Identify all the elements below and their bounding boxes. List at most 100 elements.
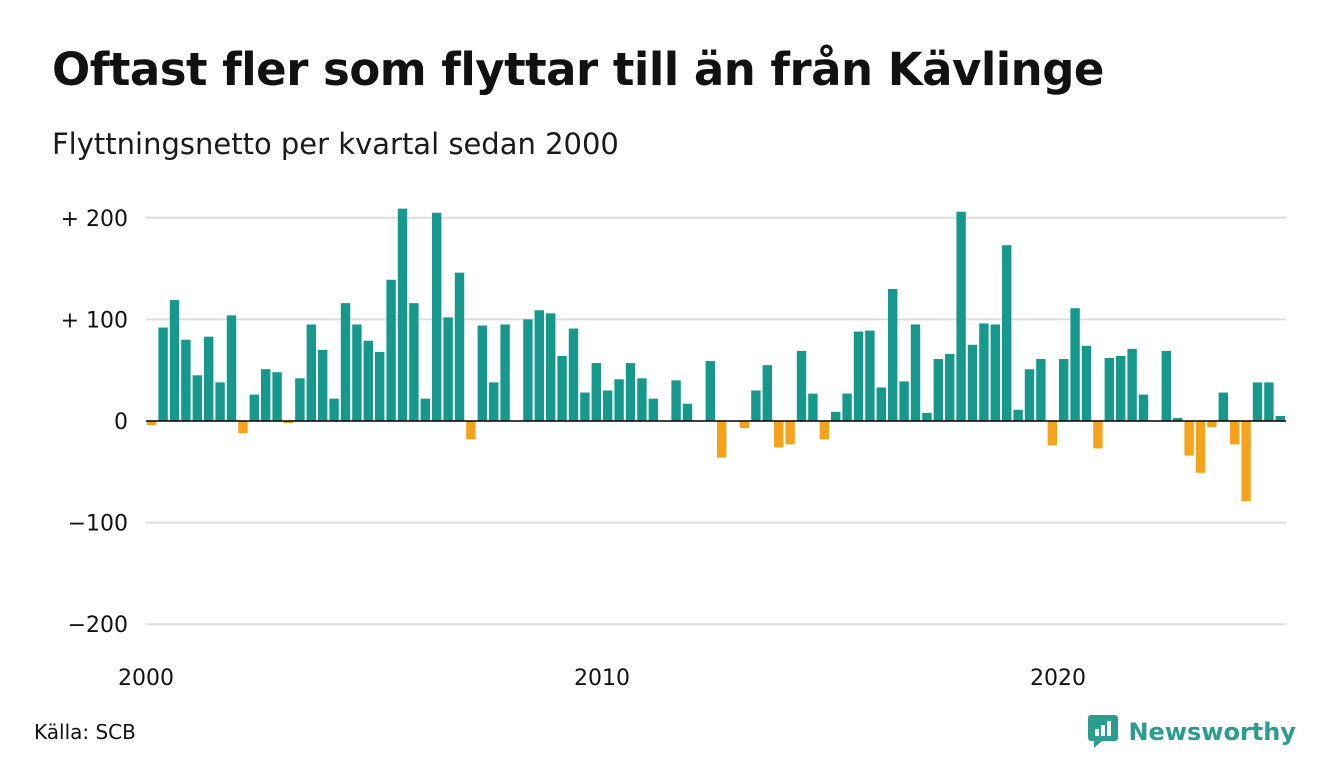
- bar: [432, 212, 442, 421]
- bar: [500, 324, 510, 421]
- x-tick-label: 2010: [574, 666, 630, 691]
- bar: [489, 382, 499, 421]
- bar: [739, 421, 750, 429]
- bar: [1207, 421, 1217, 428]
- bar: [375, 351, 385, 421]
- bar: [1047, 421, 1057, 446]
- bar: [329, 398, 339, 421]
- bar: [762, 365, 772, 421]
- bar: [967, 344, 978, 421]
- bar: [956, 211, 966, 421]
- bar: [1252, 382, 1263, 421]
- bar: [717, 421, 727, 458]
- bar: [534, 310, 544, 421]
- bar: [876, 387, 886, 421]
- bar: [1275, 415, 1285, 421]
- bar: [1138, 394, 1149, 421]
- bar: [1230, 421, 1240, 445]
- y-tick-label: + 200: [61, 207, 128, 232]
- bar: [454, 272, 465, 421]
- bar: [1184, 421, 1194, 456]
- bar: [386, 279, 396, 421]
- x-tick-label: 2000: [118, 666, 174, 691]
- bar: [979, 323, 989, 421]
- bar: [808, 393, 818, 421]
- bar: [831, 411, 841, 421]
- bar: [557, 355, 567, 421]
- bar: [1127, 348, 1137, 421]
- bar: [819, 421, 829, 440]
- brand-logo[interactable]: Newsworthy: [1088, 712, 1296, 752]
- bar: [1013, 409, 1023, 421]
- bar: [751, 390, 761, 421]
- bar: [169, 300, 180, 421]
- bar: [945, 353, 955, 421]
- bar: [204, 336, 214, 421]
- bar: [158, 327, 168, 421]
- bar: [272, 372, 282, 421]
- bar: [1024, 369, 1035, 421]
- bar: [477, 325, 487, 421]
- bar: [318, 349, 328, 421]
- bar: [671, 380, 681, 421]
- bar: [397, 208, 408, 421]
- bar: [842, 393, 852, 421]
- bar: [899, 381, 909, 421]
- bar: [853, 331, 864, 421]
- bar: [774, 421, 784, 448]
- bar: [238, 421, 248, 434]
- bar: [1059, 359, 1069, 421]
- bar: [865, 330, 875, 421]
- bar: [523, 319, 533, 421]
- gridlines: [146, 216, 1286, 626]
- bar: [1081, 345, 1092, 421]
- bar: [409, 303, 419, 421]
- y-tick-label: −100: [68, 512, 128, 537]
- bar: [215, 382, 225, 421]
- bar: [147, 421, 157, 426]
- bar: [682, 403, 693, 421]
- bar: [181, 339, 191, 421]
- y-tick-label: + 100: [61, 308, 128, 333]
- bar: [785, 421, 795, 445]
- axes: + 200 + 100 0 −100 −200 2000 2010 2020: [61, 207, 1286, 691]
- bar: [568, 328, 579, 421]
- y-tick-label: 0: [114, 410, 128, 435]
- bar: [1104, 358, 1114, 421]
- bar: [603, 390, 613, 421]
- bar: [420, 398, 430, 421]
- bar: [1116, 355, 1126, 421]
- bar: [1195, 421, 1206, 473]
- bar: [249, 394, 259, 421]
- bar: [591, 363, 601, 421]
- bar: [625, 363, 636, 421]
- bar: [340, 303, 351, 421]
- bar: [1002, 245, 1012, 421]
- bar: [226, 315, 237, 421]
- bar: [352, 324, 362, 421]
- bars: [147, 208, 1285, 502]
- bar: [1264, 382, 1274, 421]
- bar: [637, 378, 647, 421]
- y-tick-label: −200: [68, 613, 128, 638]
- bar: [306, 324, 316, 421]
- bar: [443, 317, 453, 421]
- chart-subtitle: Flyttningsnetto per kvartal sedan 2000: [52, 127, 619, 161]
- bar: [261, 369, 271, 421]
- bar: [283, 421, 294, 424]
- bar: [1218, 392, 1228, 421]
- bar: [546, 313, 556, 421]
- brand-name: Newsworthy: [1128, 718, 1296, 746]
- bar: [888, 288, 898, 421]
- bar-chart: + 200 + 100 0 −100 −200 2000 2010 2020: [61, 207, 1286, 691]
- bar: [614, 379, 624, 421]
- bar: [796, 350, 807, 421]
- bar: [1173, 417, 1183, 421]
- bar: [648, 398, 658, 421]
- bar: [1161, 350, 1171, 421]
- bar: [990, 324, 1000, 421]
- bar: [466, 421, 476, 440]
- bar: [1070, 308, 1080, 421]
- chart-title: Oftast fler som flyttar till än från Käv…: [52, 43, 1104, 96]
- bar: [580, 392, 590, 421]
